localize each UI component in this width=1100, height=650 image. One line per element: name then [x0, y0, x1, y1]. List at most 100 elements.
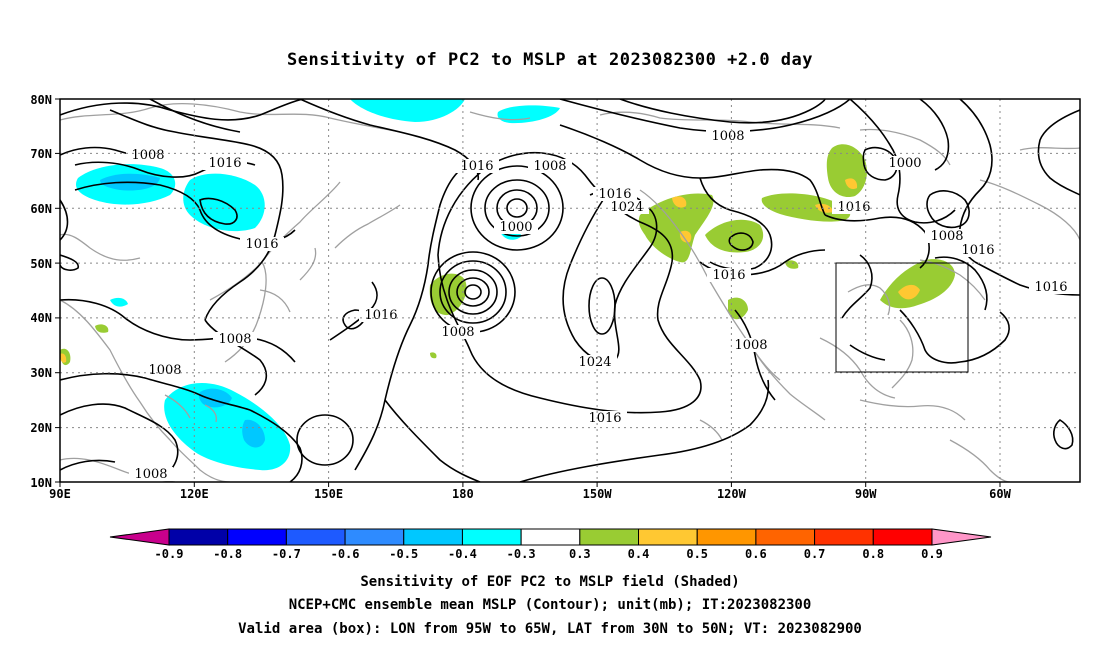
colorbar-box: [872, 528, 933, 546]
map-title: Sensitivity of PC2 to MSLP at 2023082300…: [286, 50, 813, 70]
positive-sensitivity-area: [880, 259, 955, 309]
positive-sensitivity-area: [429, 273, 467, 316]
positive-sensitivity-area: [679, 230, 692, 243]
contour-label: 1008: [131, 148, 164, 163]
positive-sensitivity-area: [672, 196, 687, 208]
lon-tick-label: 90W: [855, 487, 877, 501]
colorbar-label: 0.3: [569, 547, 591, 561]
contour-label: 1008: [148, 363, 181, 378]
positive-sensitivity-area: [60, 353, 67, 363]
negative-sensitivity-area: [497, 105, 560, 124]
contour-label: 1008: [930, 229, 963, 244]
contour-label: 1016: [961, 243, 994, 258]
lat-lon-grid: [60, 99, 1080, 482]
colorbar-label: -0.6: [331, 547, 360, 561]
colorbar-label: 0.5: [686, 547, 708, 561]
lat-tick-label: 30N: [30, 366, 52, 380]
colorbar-label: 0.4: [628, 547, 650, 561]
contour-label: 1016: [1034, 280, 1067, 295]
lon-tick-label: 60W: [989, 487, 1011, 501]
caption-contour: NCEP+CMC ensemble mean MSLP (Contour); u…: [288, 597, 812, 613]
colorbar: -0.9 -0.8 -0.7 -0.6 -0.5 -0.4 -0.3 0.3 0.4 0.5 0.6…: [109, 528, 992, 561]
lat-tick-label: 70N: [30, 147, 52, 161]
lat-tick-label: 20N: [30, 421, 52, 435]
colorbar-label: 0.8: [862, 547, 884, 561]
contour-label: 1008: [441, 325, 474, 340]
contour-label: 1000: [499, 220, 532, 235]
colorbar-box: [227, 528, 287, 546]
negative-sensitivity-area: [242, 419, 265, 448]
colorbar-low-triangle: [109, 528, 170, 546]
lat-tick-label: 50N: [30, 257, 52, 271]
lon-tick-label: 120E: [180, 487, 209, 501]
colorbar-box: [168, 528, 229, 546]
colorbar-box: [403, 528, 463, 546]
colorbar-label: -0.5: [389, 547, 418, 561]
contour-label: 1016: [712, 268, 745, 283]
contour-label: 1016: [364, 308, 397, 323]
negative-sensitivity-area: [110, 297, 128, 307]
positive-sensitivity-area: [430, 352, 437, 359]
contour-label: 1008: [134, 467, 167, 482]
colorbar-box: [461, 528, 522, 546]
contour-label: 1008: [711, 129, 744, 144]
contour-label: 1016: [460, 159, 493, 174]
negative-sensitivity-area: [350, 99, 465, 122]
contour-label: 1016: [598, 187, 631, 202]
positive-sensitivity-area: [728, 297, 748, 320]
colorbar-label: 0.9: [921, 547, 943, 561]
lon-tick-label: 180: [452, 487, 474, 501]
colorbar-box: [755, 528, 816, 546]
colorbar-box: [520, 528, 581, 546]
colorbar-label: -0.3: [507, 547, 536, 561]
contour-label: 1000: [888, 156, 921, 171]
colorbar-label: -0.8: [213, 547, 242, 561]
colorbar-label: -0.7: [272, 547, 301, 561]
positive-sensitivity-area: [845, 178, 858, 190]
y-axis-labels: 10N 20N 30N 40N 50N 60N 70N 80N: [30, 93, 52, 490]
lat-tick-label: 80N: [30, 93, 52, 107]
colorbar-box: [696, 528, 757, 546]
contour-label: 1016: [245, 237, 278, 252]
positive-sensitivity-area: [898, 284, 920, 300]
contour-label: 1008: [734, 338, 767, 353]
colorbar-label: 0.7: [804, 547, 826, 561]
caption-shading: Sensitivity of EOF PC2 to MSLP field (Sh…: [360, 574, 740, 590]
colorbar-box: [814, 528, 874, 546]
colorbar-high-triangle: [931, 528, 992, 546]
valid-area-box: [835, 262, 969, 373]
colorbar-box: [344, 528, 405, 546]
contour-labels: 1008 1016 1016 1016 1008 1008 1008 1008 …: [126, 129, 1073, 482]
lon-tick-label: 90E: [49, 487, 71, 501]
axis-ticks: [55, 98, 1001, 487]
positive-sensitivity-area: [826, 144, 867, 198]
contour-label: 1008: [218, 332, 251, 347]
contour-label: 1008: [533, 159, 566, 174]
contour-label: 1024: [610, 200, 643, 215]
lon-tick-label: 150W: [583, 487, 613, 501]
x-axis-labels: 90E 120E 150E 180 150W 120W 90W 60W: [49, 487, 1011, 501]
positive-sensitivity-area: [761, 193, 851, 222]
positive-sensitivity-area: [95, 324, 109, 333]
lon-tick-label: 120W: [717, 487, 747, 501]
colorbar-label: -0.4: [448, 547, 477, 561]
positive-sensitivity-area: [705, 219, 764, 253]
caption-valid-area: Valid area (box): LON from 95W to 65W, L…: [238, 621, 862, 637]
positive-sensitivity-area: [638, 193, 714, 263]
contour-label: 1016: [588, 411, 621, 426]
lat-tick-label: 40N: [30, 311, 52, 325]
colorbar-box: [285, 528, 346, 546]
negative-sensitivity-area: [164, 382, 291, 471]
positive-sensitivity-area: [785, 260, 799, 269]
lat-tick-label: 10N: [30, 476, 52, 490]
map-frame: [59, 98, 1081, 483]
mslp-contours: [60, 99, 1080, 482]
colorbar-label: -0.9: [155, 547, 184, 561]
contour-label: 1016: [208, 156, 241, 171]
lon-tick-label: 150E: [314, 487, 343, 501]
colorbar-label: 0.6: [745, 547, 767, 561]
lat-tick-label: 60N: [30, 202, 52, 216]
colorbar-box: [579, 528, 640, 546]
contour-label: 1016: [837, 200, 870, 215]
